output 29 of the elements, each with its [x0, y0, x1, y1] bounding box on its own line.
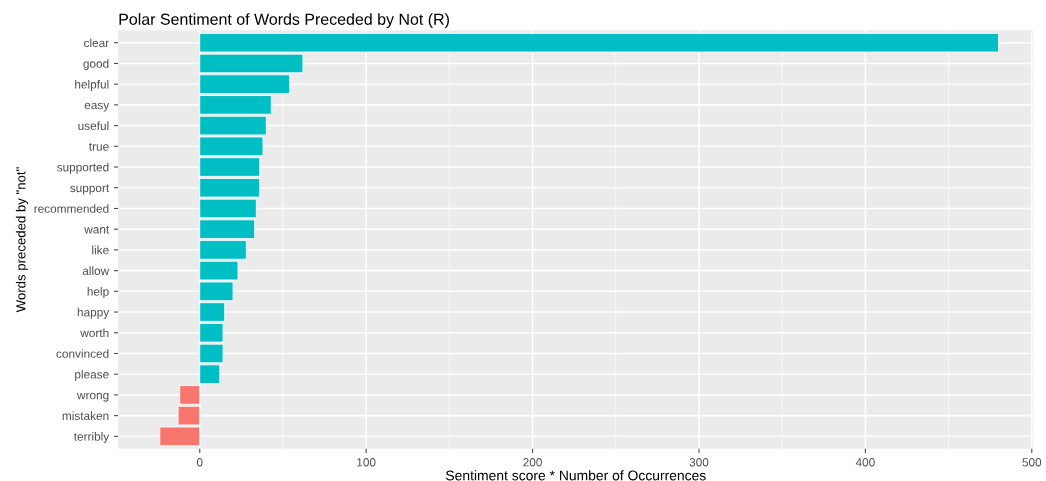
y-tick-label: recommended	[34, 204, 109, 213]
y-tick-label: helpful	[75, 79, 109, 91]
y-tick-label: wrong	[77, 392, 109, 402]
y-tick-label: want	[84, 225, 110, 234]
y-tick-label: worth	[80, 328, 109, 338]
y-tick-label: clear	[84, 38, 109, 48]
x-tick-label: 100	[357, 458, 376, 467]
x-axis-title: Sentiment score * Number of Occurrences	[446, 470, 706, 481]
y-tick-label: easy	[84, 102, 110, 112]
y-axis-title: Words preceded by "not"	[15, 167, 29, 313]
y-tick-label: happy	[77, 307, 110, 319]
y-tick-label: like	[92, 245, 109, 255]
y-tick-label: allow	[82, 266, 110, 276]
y-tick-label: good	[83, 59, 109, 71]
x-tick-label: 200	[523, 458, 542, 467]
y-tick-label: convinced	[56, 349, 109, 358]
y-tick-label: true	[89, 142, 109, 151]
y-tick-label: terribly	[73, 432, 110, 444]
x-tick-label: 0	[196, 458, 203, 467]
chart-title: Polar Sentiment of Words Preceded by Not (R)	[119, 13, 449, 29]
y-tick-label: support	[70, 184, 110, 195]
y-tick-label: supported	[57, 162, 109, 174]
y-tick-label: help	[87, 287, 109, 299]
x-tick-label: 400	[855, 458, 875, 467]
x-tick-label: 300	[689, 458, 709, 467]
y-tick-label: please	[75, 369, 109, 381]
y-tick-label: mistaken	[62, 411, 109, 421]
y-tick-label: useful	[78, 121, 109, 130]
x-tick-label: 500	[1022, 458, 1042, 467]
